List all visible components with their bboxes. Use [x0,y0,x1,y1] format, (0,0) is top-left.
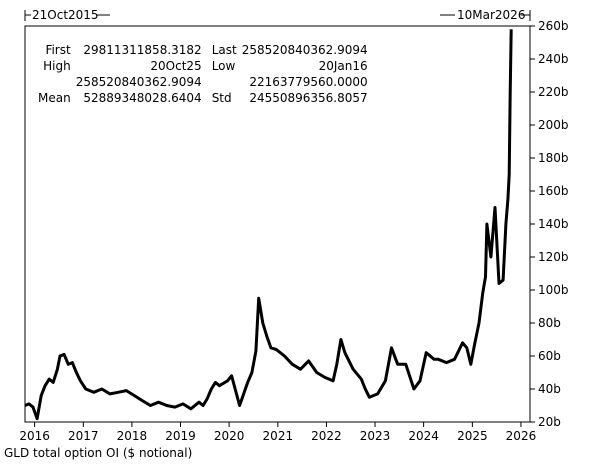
y-tick-label: 60b [538,349,561,363]
chart-caption: GLD total option OI ($ notional) [4,446,193,460]
high-label: High [43,59,71,73]
first-value: 29811311858.3182 [83,43,202,57]
x-tick-label: 2017 [68,429,99,443]
y-tick-label: 40b [538,382,561,396]
x-tick-label: 2026 [506,429,537,443]
series-line [24,29,513,421]
y-axis: 20b 40b 60b 80b 100b 120b 140b 160b 180b 200b 220b… [530,19,569,429]
stats-row-mean: Mean 52889348028.6404 Std 24550896356.80… [38,90,368,106]
x-tick-label: 2016 [19,429,50,443]
y-tick-label: 20b [538,415,561,429]
x-tick-label: 2020 [214,429,245,443]
stats-row-values: 258520840362.9094 22163779560.0000 [38,74,368,90]
high-value: 258520840362.9094 [75,75,202,89]
y-tick-label: 120b [538,250,569,264]
x-tick-label: 2019 [165,429,196,443]
stats-row-first: First 29811311858.3182 Last 258520840362… [38,42,368,58]
x-tick-label: 2021 [263,429,294,443]
mean-value: 52889348028.6404 [83,91,202,105]
y-tick-label: 260b [538,19,569,33]
y-tick-label: 160b [538,184,569,198]
x-tick-label: 2024 [408,429,439,443]
low-date: 20Jan16 [318,59,368,73]
x-tick-label: 2023 [360,429,391,443]
first-label: First [45,43,71,57]
x-tick-label: 2025 [457,429,488,443]
y-tick-label: 200b [538,118,569,132]
low-label: Low [211,59,236,73]
high-date: 20Oct25 [150,59,202,73]
range-bracket [24,10,531,21]
last-value: 258520840362.9094 [241,43,368,57]
stats-row-high: High 20Oct25 Low 20Jan16 [38,58,368,74]
y-tick-label: 100b [538,283,569,297]
last-label: Last [211,43,237,57]
stats-panel: First 29811311858.3182 Last 258520840362… [38,42,368,106]
std-label: Std [211,91,232,105]
end-date-label: 10Mar2026 [457,8,526,22]
low-value: 22163779560.0000 [249,75,368,89]
x-axis: 2016 2017 2018 2019 2020 2021 2022 2023 2024 2025… [19,422,536,443]
y-tick-label: 180b [538,151,569,165]
x-tick-label: 2018 [117,429,148,443]
stats-table: First 29811311858.3182 Last 258520840362… [38,42,368,106]
start-date-label: 21Oct2015 [32,8,99,22]
y-tick-label: 240b [538,52,569,66]
y-tick-label: 220b [538,85,569,99]
y-tick-label: 140b [538,217,569,231]
std-value: 24550896356.8057 [249,91,368,105]
mean-label: Mean [38,91,71,105]
x-tick-label: 2022 [311,429,342,443]
y-tick-label: 80b [538,316,561,330]
